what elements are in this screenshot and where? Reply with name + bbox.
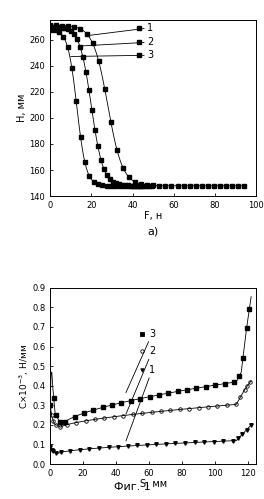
Y-axis label: C×10$^{-3}$, Н/мм: C×10$^{-3}$, Н/мм [17, 343, 31, 409]
Text: 2: 2 [79, 37, 153, 47]
Text: 1: 1 [87, 23, 153, 35]
Text: 2: 2 [126, 346, 155, 414]
Y-axis label: H, мм: H, мм [17, 94, 27, 122]
Text: Фиг. 1: Фиг. 1 [114, 482, 150, 492]
Text: 3: 3 [71, 50, 153, 60]
Text: 1: 1 [126, 365, 155, 441]
Text: 3: 3 [126, 329, 155, 393]
Text: а): а) [148, 226, 159, 236]
X-axis label: S, мм: S, мм [140, 480, 167, 490]
X-axis label: F, н: F, н [144, 212, 162, 222]
